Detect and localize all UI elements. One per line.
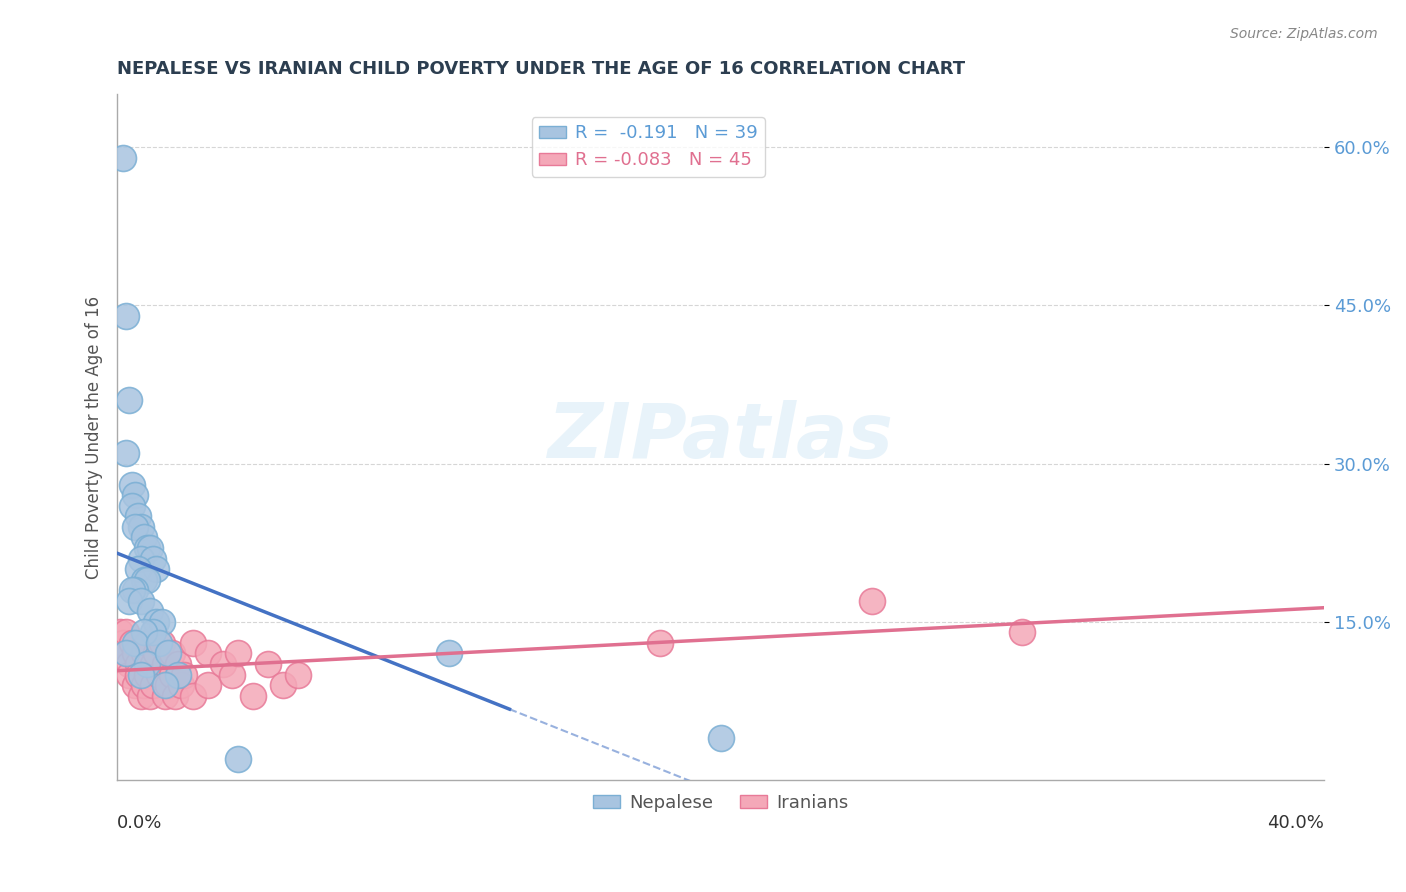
Point xyxy=(650,636,672,650)
Point xyxy=(142,657,165,671)
Point xyxy=(142,551,165,566)
Point xyxy=(1011,625,1033,640)
Point xyxy=(131,520,153,534)
Point xyxy=(131,667,153,681)
Point xyxy=(148,636,170,650)
Point xyxy=(124,488,146,502)
Point xyxy=(152,636,174,650)
Point xyxy=(136,636,159,650)
Text: 0.0%: 0.0% xyxy=(117,814,163,832)
Point xyxy=(160,647,183,661)
Point xyxy=(136,657,159,671)
Point xyxy=(112,151,135,165)
Point xyxy=(157,678,180,692)
Point xyxy=(226,647,249,661)
Point xyxy=(112,636,135,650)
Point xyxy=(287,667,309,681)
Point xyxy=(134,531,156,545)
Point xyxy=(139,604,162,618)
Point xyxy=(226,752,249,766)
Point xyxy=(124,678,146,692)
Point xyxy=(155,689,177,703)
Point xyxy=(127,562,149,576)
Point xyxy=(127,509,149,524)
Point xyxy=(136,667,159,681)
Point xyxy=(121,499,143,513)
Point xyxy=(134,573,156,587)
Point xyxy=(157,647,180,661)
Point xyxy=(173,667,195,681)
Point xyxy=(118,667,141,681)
Point xyxy=(124,647,146,661)
Point xyxy=(124,583,146,598)
Point xyxy=(163,689,186,703)
Legend: Nepalese, Iranians: Nepalese, Iranians xyxy=(586,787,856,819)
Point xyxy=(142,625,165,640)
Point xyxy=(131,689,153,703)
Text: Source: ZipAtlas.com: Source: ZipAtlas.com xyxy=(1230,27,1378,41)
Point xyxy=(124,520,146,534)
Point xyxy=(134,625,156,640)
Point xyxy=(115,647,138,661)
Point xyxy=(197,678,219,692)
Point xyxy=(155,657,177,671)
Point xyxy=(211,657,233,671)
Point xyxy=(139,689,162,703)
Point xyxy=(710,731,733,745)
Point xyxy=(148,667,170,681)
Point xyxy=(118,393,141,408)
Point xyxy=(145,562,167,576)
Point xyxy=(134,647,156,661)
Point xyxy=(181,689,204,703)
Point xyxy=(115,647,138,661)
Point xyxy=(131,551,153,566)
Point xyxy=(121,636,143,650)
Point xyxy=(197,647,219,661)
Point xyxy=(221,667,243,681)
Point xyxy=(127,667,149,681)
Point xyxy=(121,477,143,491)
Point xyxy=(145,615,167,629)
Point xyxy=(155,678,177,692)
Point xyxy=(142,678,165,692)
Point xyxy=(121,583,143,598)
Point xyxy=(131,593,153,607)
Point xyxy=(115,625,138,640)
Point xyxy=(145,647,167,661)
Point xyxy=(108,625,131,640)
Point xyxy=(181,636,204,650)
Point xyxy=(136,541,159,555)
Text: ZIPatlas: ZIPatlas xyxy=(548,401,894,475)
Text: 40.0%: 40.0% xyxy=(1267,814,1324,832)
Point xyxy=(134,678,156,692)
Point xyxy=(136,573,159,587)
Point xyxy=(160,667,183,681)
Point xyxy=(139,541,162,555)
Text: NEPALESE VS IRANIAN CHILD POVERTY UNDER THE AGE OF 16 CORRELATION CHART: NEPALESE VS IRANIAN CHILD POVERTY UNDER … xyxy=(117,60,966,78)
Point xyxy=(169,678,191,692)
Point xyxy=(152,615,174,629)
Point xyxy=(115,309,138,323)
Point xyxy=(118,657,141,671)
Point xyxy=(166,657,188,671)
Point xyxy=(437,647,460,661)
Point xyxy=(257,657,280,671)
Point xyxy=(127,657,149,671)
Point xyxy=(166,667,188,681)
Point xyxy=(124,636,146,650)
Point xyxy=(242,689,264,703)
Point xyxy=(115,446,138,460)
Point xyxy=(271,678,294,692)
Point xyxy=(860,593,883,607)
Point xyxy=(118,593,141,607)
Y-axis label: Child Poverty Under the Age of 16: Child Poverty Under the Age of 16 xyxy=(86,295,103,579)
